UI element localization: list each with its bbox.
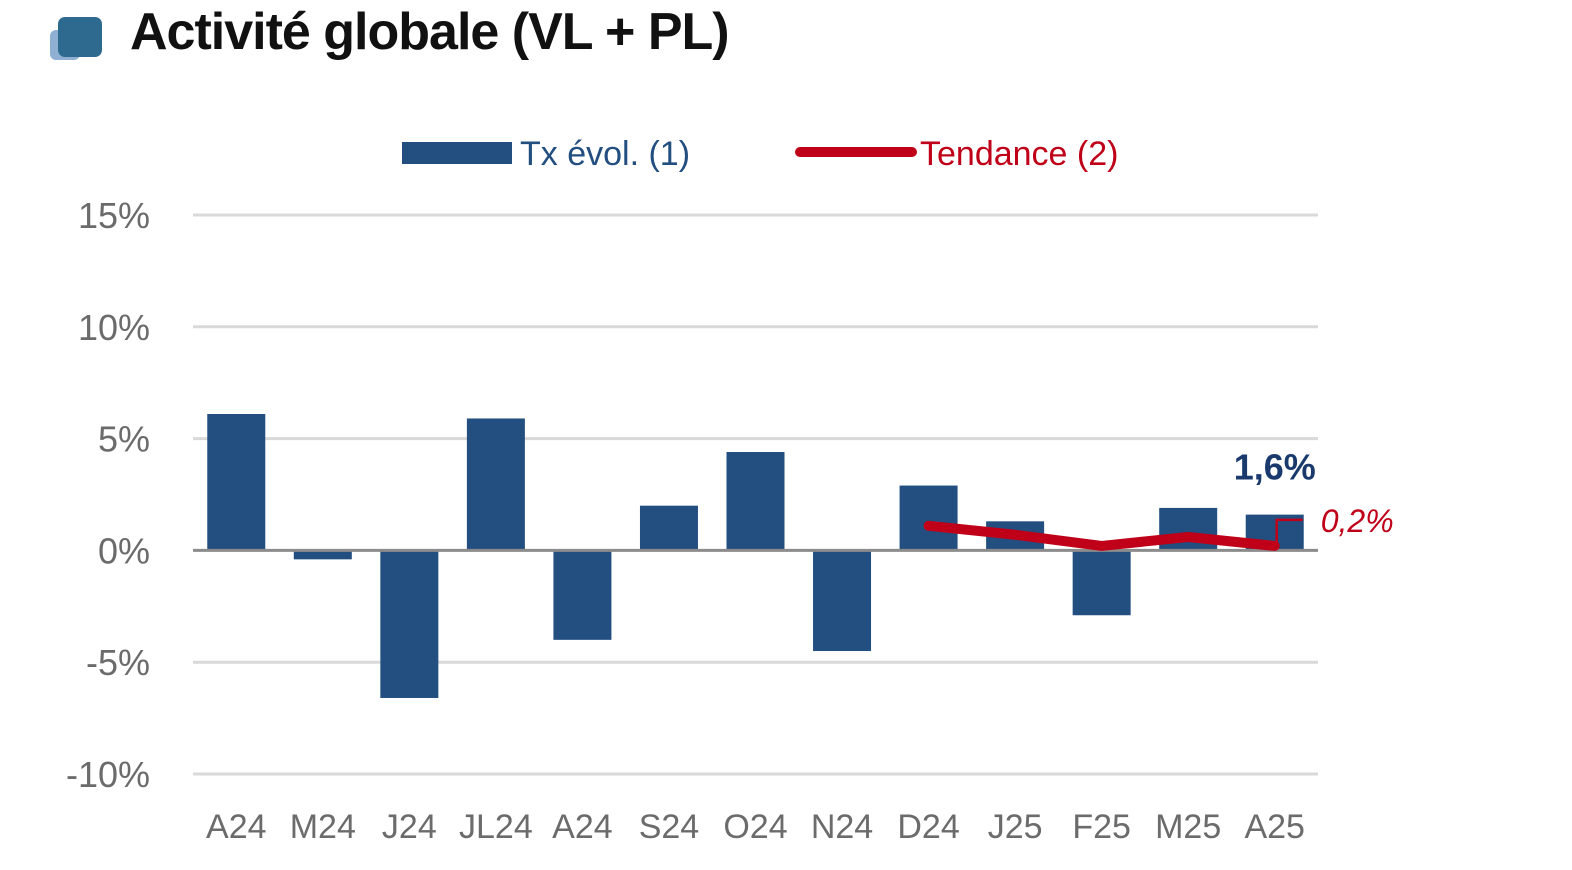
x-tick-label: A25 <box>1244 808 1305 846</box>
bar <box>207 414 266 551</box>
bar <box>813 550 872 652</box>
logo-square-front <box>58 17 102 57</box>
trend-line <box>923 520 1280 551</box>
x-tick-label: M24 <box>290 808 356 846</box>
legend-bar-swatch <box>402 142 512 164</box>
y-tick-label: 15% <box>78 195 150 236</box>
bar <box>1072 550 1131 616</box>
y-tick-label: -5% <box>86 642 150 683</box>
bar <box>293 550 352 560</box>
x-tick-label: N24 <box>811 808 873 846</box>
grid-lines <box>193 213 1318 776</box>
bars <box>207 414 1304 698</box>
y-axis-ticks: 15% 10% 5% 0% -5% -10% <box>66 195 150 795</box>
legend: Tx évol. (1) Tendance (2) <box>402 135 1118 173</box>
x-axis-ticks: A24 M24 J24 JL24 A24 S24 O24 N24 D24 J25 F25 M25 A25 <box>206 808 1305 846</box>
trend-line-group <box>923 520 1280 551</box>
y-tick-label: 0% <box>98 530 150 571</box>
x-tick-label: M25 <box>1155 808 1221 846</box>
bar <box>466 418 525 551</box>
chart-header: Activité globale (VL + PL) <box>0 0 1572 90</box>
last-bar-value-label: 1,6% <box>1234 447 1316 488</box>
y-tick-label: 10% <box>78 307 150 348</box>
x-tick-label: J25 <box>988 808 1043 846</box>
bar <box>639 505 698 551</box>
last-trend-value-label: 0,2% <box>1321 503 1394 539</box>
x-tick-label: JL24 <box>459 808 533 846</box>
bar <box>726 452 785 551</box>
legend-line-label: Tendance (2) <box>920 135 1118 173</box>
x-tick-label: O24 <box>723 808 787 846</box>
legend-bar-label: Tx évol. (1) <box>520 135 690 173</box>
x-tick-label: J24 <box>382 808 437 846</box>
x-tick-label: S24 <box>639 808 700 846</box>
chart-title: Activité globale (VL + PL) <box>130 3 730 61</box>
bar <box>380 550 439 698</box>
x-tick-label: A24 <box>552 808 613 846</box>
x-tick-label: F25 <box>1072 808 1131 846</box>
trend-label-leader <box>1275 518 1303 544</box>
x-tick-label: D24 <box>897 808 959 846</box>
bar <box>553 550 612 640</box>
bar <box>899 485 958 551</box>
x-tick-label: A24 <box>206 808 267 846</box>
y-tick-label: 5% <box>98 419 150 460</box>
y-tick-label: -10% <box>66 754 150 795</box>
